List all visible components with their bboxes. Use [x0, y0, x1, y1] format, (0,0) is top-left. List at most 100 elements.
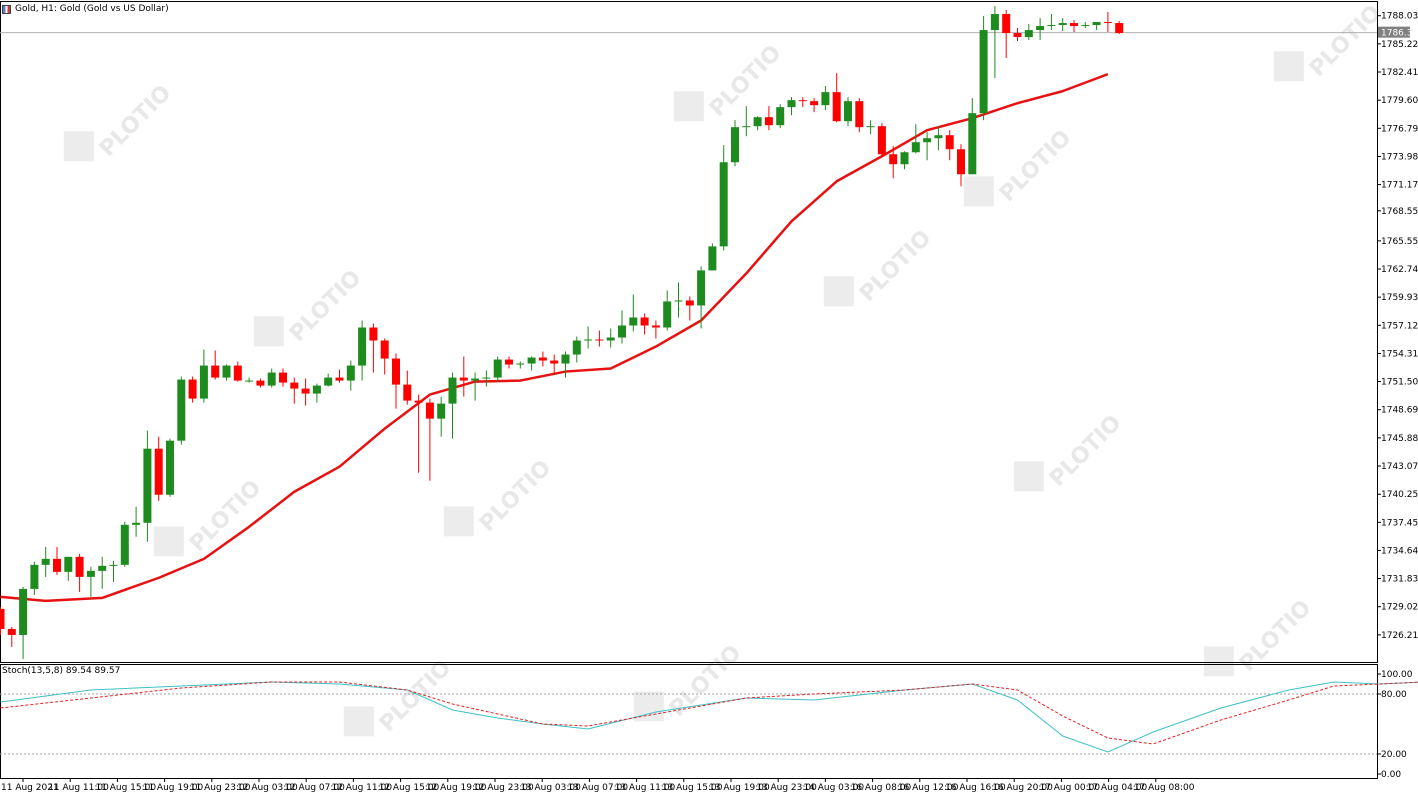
time-tick-label: 11 Aug 19:00 [143, 783, 204, 793]
candle-body [7, 628, 16, 635]
candle-body [516, 363, 525, 365]
chart-type-icon [2, 4, 11, 14]
candles-layer [0, 6, 1124, 659]
candle-body [877, 126, 886, 155]
candle [595, 330, 604, 347]
candle-body [98, 565, 107, 571]
price-tick-label: 1734.64 [1381, 546, 1418, 556]
candle-body [731, 127, 739, 163]
candle-body [403, 384, 412, 401]
candle-body [742, 126, 751, 128]
candle [1047, 14, 1056, 31]
candle-body [53, 558, 61, 572]
watermark-logo [153, 526, 184, 557]
price-tick-label: 1762.74 [1381, 265, 1418, 275]
candle-body [41, 558, 50, 565]
candle [663, 290, 672, 331]
candle [855, 98, 864, 133]
candle-body [211, 365, 220, 378]
candle [154, 436, 163, 501]
candle [267, 368, 276, 388]
chart-header: Gold, H1: Gold (Gold vs US Dollar) [2, 2, 169, 16]
candle [776, 104, 785, 129]
candle [414, 394, 423, 473]
time-tick-label: 11 Aug 15:00 [95, 783, 156, 793]
watermark: PLOTIO [63, 81, 176, 162]
candle-body [810, 101, 819, 106]
candle [279, 368, 287, 387]
candle [64, 556, 73, 581]
candle-body [1115, 23, 1124, 34]
candle [358, 320, 367, 381]
moving-average-line [0, 72, 1109, 603]
candle-body [900, 152, 909, 165]
watermark-logo [343, 706, 374, 737]
candle-body [0, 608, 5, 629]
time-tick-label: 14 Aug 03:00 [803, 783, 864, 793]
candle [764, 106, 773, 131]
candle-body [256, 380, 265, 386]
candle-body [719, 162, 728, 247]
candle-body [166, 440, 174, 495]
candle [753, 116, 762, 131]
candle [471, 372, 480, 401]
candle [516, 361, 525, 369]
candle [222, 364, 231, 381]
time-tick-label: 12 Aug 11:00 [331, 783, 392, 793]
price-tick-label: 1757.12 [1381, 321, 1418, 331]
watermark-logo [1203, 646, 1234, 677]
candle-body [1047, 25, 1056, 27]
candle-body [776, 107, 785, 126]
watermark: PLOTIO [1203, 596, 1316, 677]
candle-body [832, 92, 841, 122]
candle [900, 151, 909, 170]
price-tick-label: 1737.45 [1381, 518, 1418, 528]
candle-body [199, 365, 208, 399]
candle [290, 377, 299, 404]
candle-body [697, 270, 706, 306]
stoch-tick-label: 100.00 [1381, 670, 1413, 680]
candle-body [651, 325, 660, 328]
candle-body [866, 126, 875, 128]
candle [957, 144, 965, 187]
candle [889, 146, 898, 179]
price-tick-label: 1776.79 [1381, 124, 1418, 134]
time-tick-label: 17 Aug 08:00 [1134, 783, 1195, 793]
time-tick-label: 13 Aug 07:00 [567, 783, 628, 793]
candle-body [346, 365, 355, 381]
candle [731, 120, 739, 167]
candle [990, 6, 999, 79]
chart-title: Gold, H1: Gold (Gold vs US Dollar) [15, 4, 169, 14]
candle-body [764, 117, 773, 126]
candle-body [674, 300, 683, 302]
watermark-text: PLOTIO [855, 226, 936, 307]
price-tick-label: 1782.41 [1381, 68, 1418, 78]
time-tick-label: 16 Aug 08:00 [851, 783, 912, 793]
candle [911, 124, 920, 154]
time-tick-label: 17 Aug 00:00 [1039, 783, 1100, 793]
candle-body [538, 357, 547, 361]
candle [572, 336, 581, 363]
candle [708, 243, 717, 271]
candle-body [595, 339, 604, 341]
candle [719, 145, 728, 251]
candle-body [1081, 25, 1090, 27]
candle [19, 586, 28, 659]
candle [0, 606, 5, 635]
candle [245, 377, 254, 383]
candle-body [448, 377, 457, 404]
candle [1036, 18, 1045, 41]
candle [369, 323, 378, 373]
candle [41, 546, 50, 577]
candle [98, 556, 107, 589]
candle [437, 396, 446, 437]
candle [448, 372, 457, 439]
candle-body [245, 380, 254, 382]
candle [403, 370, 412, 405]
candle [233, 361, 242, 382]
candle-body [437, 403, 446, 419]
time-tick-label: 16 Aug 12:00 [898, 783, 959, 793]
time-tick-label: 13 Aug 11:00 [615, 783, 676, 793]
candle [945, 130, 954, 161]
